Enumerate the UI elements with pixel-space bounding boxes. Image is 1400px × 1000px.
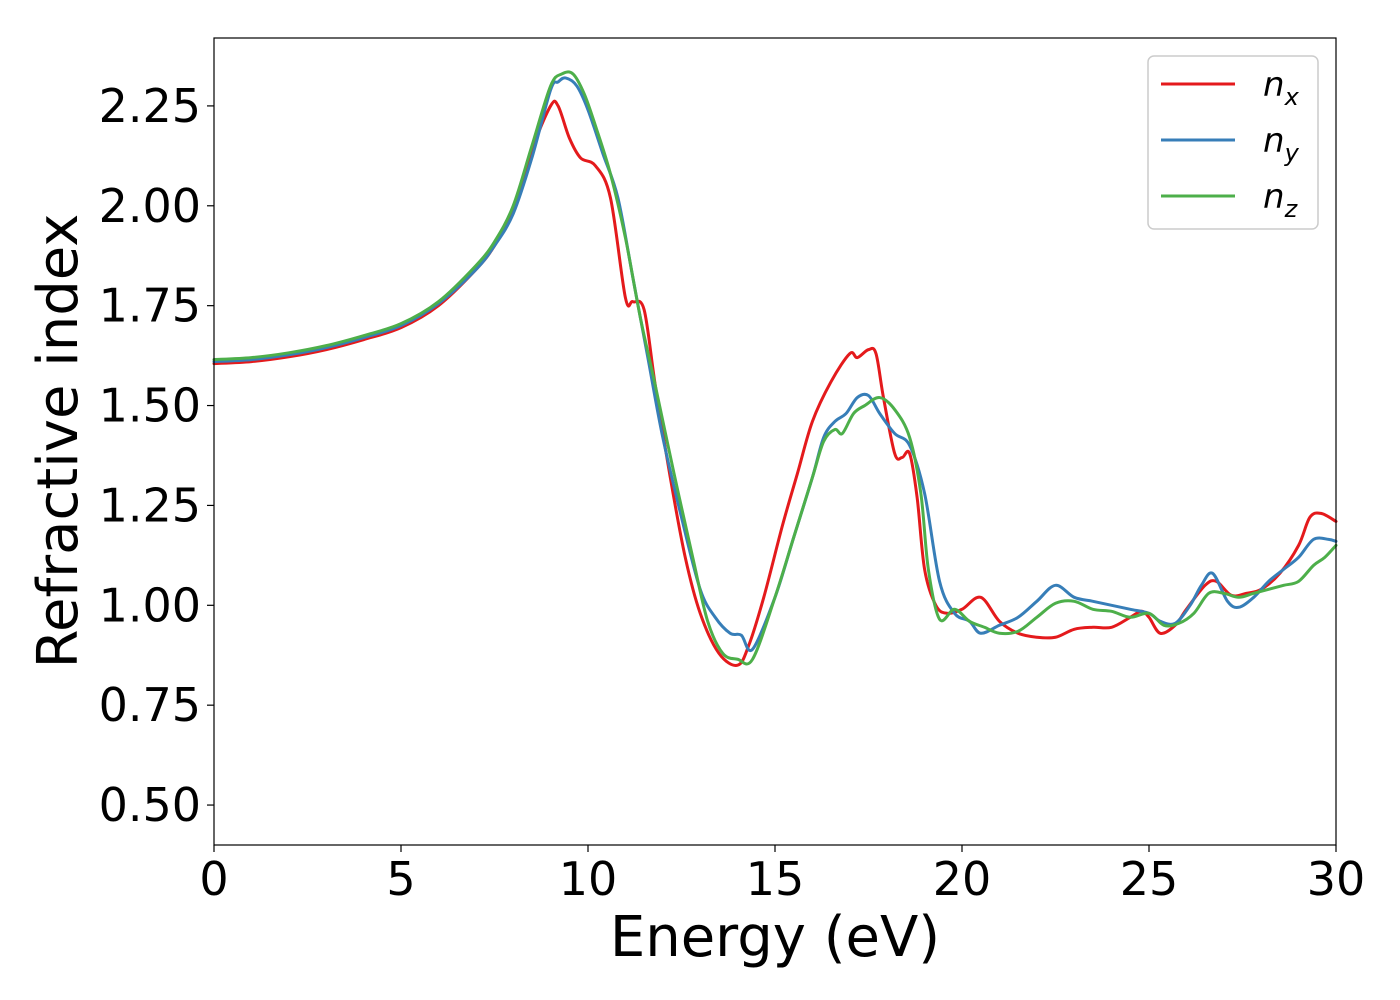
- legend-label-ny: ny: [1263, 121, 1300, 167]
- x-tick-label: 20: [933, 852, 992, 906]
- legend-label-base: n: [1263, 121, 1285, 161]
- y-axis: 0.50 0.75 1.00 1.25 1.50 1.75 2.00 2.25: [99, 79, 214, 832]
- legend-label-subscript: z: [1284, 195, 1299, 223]
- legend-label-subscript: y: [1284, 139, 1300, 167]
- series-layer: [212, 70, 1338, 667]
- legend-label-nx: nx: [1263, 65, 1300, 111]
- y-axis-title: Refractive index: [26, 214, 91, 669]
- y-tick-label: 1.75: [99, 279, 201, 333]
- x-tick-label: 15: [746, 852, 805, 906]
- legend-label-base: n: [1263, 65, 1285, 105]
- legend-box: [1147, 55, 1319, 230]
- x-tick-label: 25: [1120, 852, 1179, 906]
- y-tick-label: 0.75: [99, 678, 201, 732]
- legend-label-nz: nz: [1263, 177, 1299, 223]
- x-axis-title: Energy (eV): [610, 905, 940, 970]
- y-tick-label: 1.25: [99, 478, 201, 532]
- y-tick-label: 1.50: [99, 379, 201, 433]
- legend-label-base: n: [1263, 177, 1285, 217]
- x-tick-label: 0: [199, 852, 228, 906]
- x-tick-label: 10: [559, 852, 618, 906]
- y-tick-label: 1.00: [99, 578, 201, 632]
- y-tick-label: 0.50: [99, 778, 201, 832]
- series-line-nz: [212, 70, 1338, 666]
- legend-label-subscript: x: [1284, 83, 1300, 111]
- x-tick-label: 30: [1307, 852, 1366, 906]
- x-tick-label: 5: [386, 852, 415, 906]
- series-line-nx: [212, 99, 1338, 667]
- y-tick-label: 2.25: [99, 79, 201, 133]
- y-tick-label: 2.00: [99, 179, 201, 233]
- x-axis: 0 5 10 15 20 25 30: [199, 845, 1365, 906]
